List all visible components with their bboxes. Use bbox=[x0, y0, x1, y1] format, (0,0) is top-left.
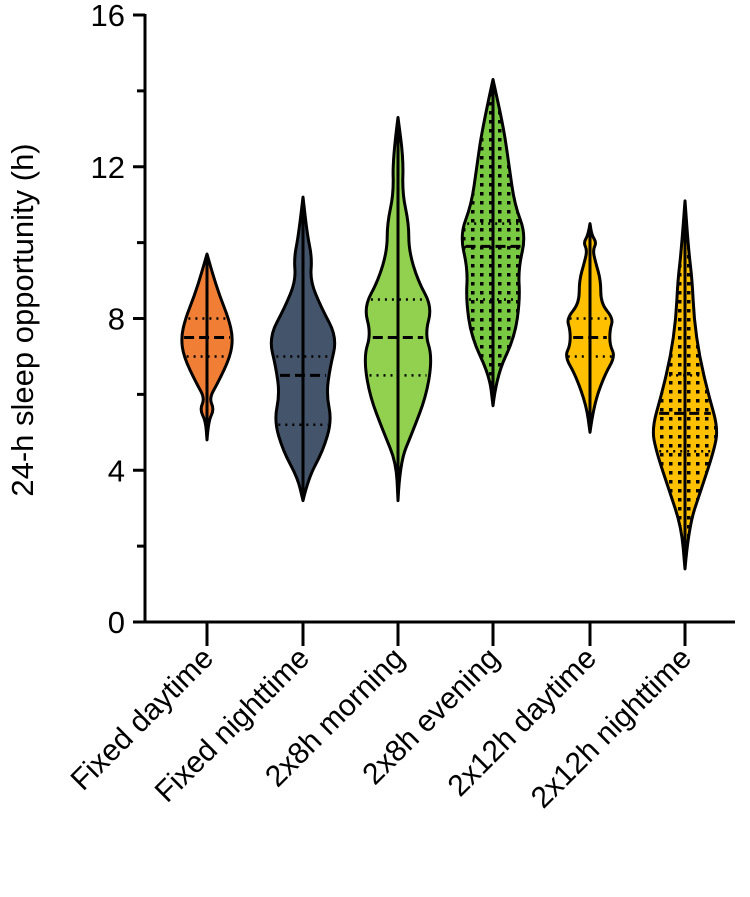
axes bbox=[143, 14, 735, 624]
x-tick-label: 2x12h nighttime bbox=[525, 642, 698, 815]
violins bbox=[180, 77, 719, 571]
violin-fixed-daytime bbox=[180, 252, 234, 442]
y-tick-label: 0 bbox=[108, 605, 125, 640]
violin-2x8h-morning bbox=[363, 115, 433, 503]
y-tick-label: 8 bbox=[108, 302, 125, 337]
y-tick-label: 12 bbox=[91, 150, 125, 185]
violin-2x8h-evening bbox=[460, 77, 526, 408]
y-axis-label: 24-h sleep opportunity (h) bbox=[5, 143, 40, 496]
violin-fixed-nighttime bbox=[269, 195, 337, 503]
violin-2x12h-daytime bbox=[565, 222, 615, 434]
y-tick-label: 4 bbox=[108, 453, 125, 488]
violin-2x12h-nighttime bbox=[651, 199, 719, 571]
y-tick-label: 16 bbox=[91, 0, 125, 33]
